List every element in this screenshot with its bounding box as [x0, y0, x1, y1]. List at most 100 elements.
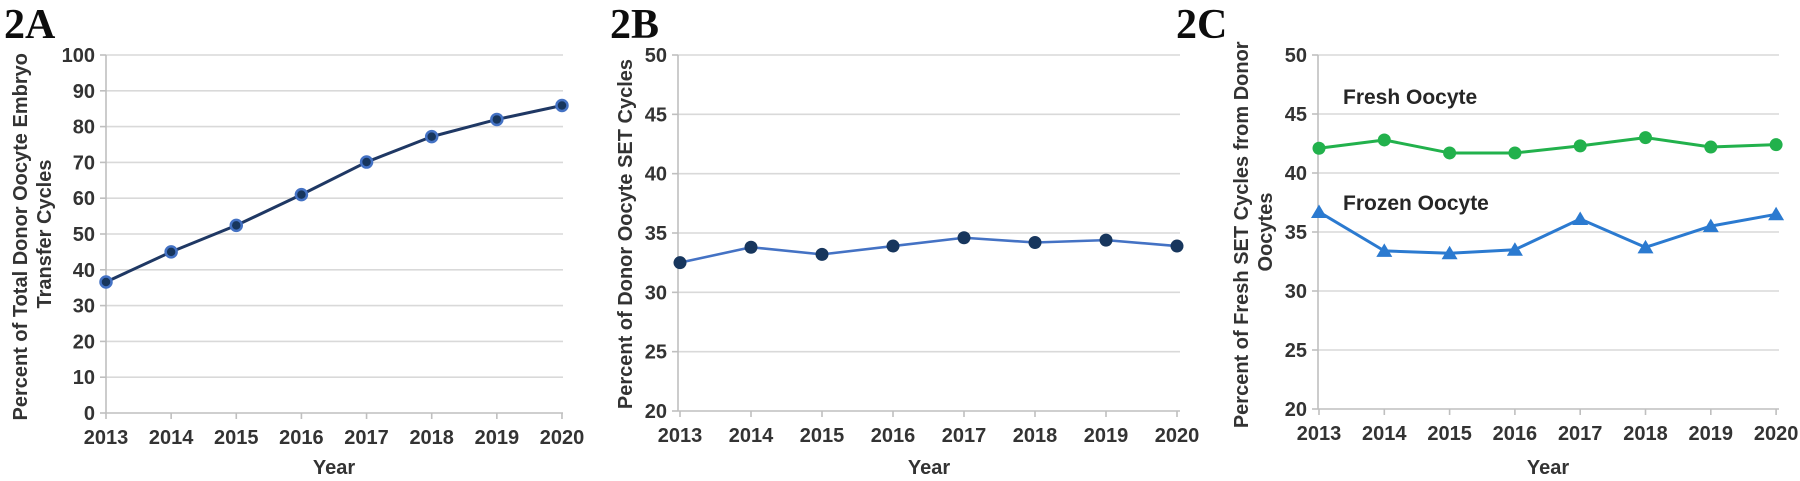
- y-axis-title-2c-line1: Percent of Fresh SET Cycles from Donor: [1231, 41, 1253, 428]
- x-axis-title-2c: Year: [1527, 457, 1569, 479]
- data-point-frozen-oocyte-2018: [1637, 239, 1654, 254]
- data-point-fresh-oocyte-2020: [1769, 138, 1783, 152]
- x-tick-label: 2017: [942, 425, 987, 447]
- x-tick-label: 2020: [1754, 423, 1799, 445]
- y-tick-label: 25: [1285, 340, 1307, 362]
- y-tick-label: 20: [645, 401, 667, 423]
- data-point-frozen-oocyte-2019: [1702, 218, 1719, 233]
- data-point-frozen-oocyte-2020: [1768, 206, 1785, 221]
- data-point-fresh-oocyte-2013: [1312, 141, 1326, 155]
- x-tick-label: 2014: [1362, 423, 1407, 445]
- series-line-percent-of-total-donor-oocyte-embryo-transfer-cycles: [104, 103, 564, 284]
- y-tick-label: 40: [73, 260, 95, 282]
- panel-2a-plot: 0 10 20 30 40 50 60 70 80 90 100 2013 2014 2015 2016 20…: [62, 45, 585, 449]
- data-point-percent-of-total-donor-oocyte-embryo-transfer-cycles-2020: [555, 98, 569, 113]
- y-tick-label: 50: [645, 45, 667, 67]
- data-point-percent-of-donor-oocyte-set-cycles-2019: [1099, 233, 1113, 247]
- data-point-percent-of-total-donor-oocyte-embryo-transfer-cycles-2015: [229, 218, 244, 233]
- y-tick-label: 70: [73, 152, 95, 174]
- x-tick-label: 2015: [800, 425, 845, 447]
- series-line-fresh-oocyte: [1317, 136, 1778, 155]
- panel-2b-plot: 20 25 30 35 40 45 50 2013 2014 2015 2016 2017 2018 20…: [645, 45, 1200, 447]
- y-tick-label: 0: [84, 403, 95, 425]
- data-point-percent-of-total-donor-oocyte-embryo-transfer-cycles-2019: [490, 112, 504, 127]
- data-point-percent-of-donor-oocyte-set-cycles-2017: [957, 231, 971, 245]
- data-point-frozen-oocyte-2015: [1441, 245, 1458, 260]
- y-tick-label: 25: [645, 342, 667, 364]
- x-tick-label: 2013: [84, 427, 129, 449]
- data-point-frozen-oocyte-2017: [1572, 211, 1589, 226]
- series-label-fresh-oocyte: Fresh Oocyte: [1343, 86, 1477, 109]
- y-tick-label: 50: [73, 224, 95, 246]
- data-point-fresh-oocyte-2018: [1639, 131, 1652, 145]
- y-tick-label: 30: [73, 296, 95, 318]
- x-axis-title-2b: Year: [908, 457, 950, 479]
- data-point-frozen-oocyte-2014: [1376, 243, 1393, 257]
- data-point-percent-of-donor-oocyte-set-cycles-2014: [744, 240, 758, 254]
- data-point-fresh-oocyte-2016: [1508, 146, 1522, 160]
- data-point-percent-of-total-donor-oocyte-embryo-transfer-cycles-2014: [164, 245, 178, 259]
- y-axis-title-2a-line2: Transfer Cycles: [34, 160, 56, 309]
- x-tick-label: 2015: [1427, 423, 1472, 445]
- series-line-frozen-oocyte: [1317, 210, 1778, 255]
- data-point-percent-of-donor-oocyte-set-cycles-2013: [673, 256, 687, 270]
- y-tick-label: 40: [1285, 163, 1307, 185]
- y-axis-title-2c: Percent of Fresh SET Cycles from Donor O…: [1231, 36, 1277, 428]
- data-point-percent-of-total-donor-oocyte-embryo-transfer-cycles-2016: [294, 187, 309, 202]
- data-point-percent-of-donor-oocyte-set-cycles-2015: [815, 247, 829, 261]
- data-point-fresh-oocyte-2015: [1443, 146, 1457, 160]
- x-tick-label: 2014: [729, 425, 774, 447]
- y-axis-title-2b: Percent of Donor Oocyte SET Cycles: [615, 59, 637, 409]
- x-tick-label: 2016: [1493, 423, 1538, 445]
- data-point-percent-of-total-donor-oocyte-embryo-transfer-cycles-2017: [359, 155, 374, 169]
- y-tick-label: 40: [645, 164, 667, 186]
- x-tick-label: 2018: [409, 427, 454, 449]
- x-tick-label: 2013: [1297, 423, 1342, 445]
- x-tick-label: 2018: [1013, 425, 1058, 447]
- x-tick-label: 2017: [1558, 423, 1603, 445]
- y-axis-title-2a-line1: Percent of Total Donor Oocyte Embryo: [10, 53, 32, 420]
- panel-label-2c: 2C: [1176, 2, 1227, 48]
- x-tick-label: 2016: [279, 427, 324, 449]
- y-tick-label: 60: [73, 188, 95, 210]
- x-tick-label: 2018: [1623, 423, 1668, 445]
- x-tick-label: 2019: [1084, 425, 1129, 447]
- y-tick-label: 45: [645, 104, 667, 126]
- y-tick-label: 20: [73, 331, 95, 353]
- series-label-frozen-oocyte: Frozen Oocyte: [1343, 192, 1489, 215]
- data-point-frozen-oocyte-2013: [1311, 204, 1327, 218]
- data-point-percent-of-donor-oocyte-set-cycles-2020: [1170, 239, 1184, 253]
- y-tick-label: 50: [1285, 45, 1307, 67]
- panel-label-2b: 2B: [610, 2, 659, 48]
- data-point-percent-of-donor-oocyte-set-cycles-2018: [1028, 235, 1042, 249]
- y-tick-label: 90: [73, 81, 95, 103]
- panel-2c-plot: 20 25 30 35 40 45 50 2013 2014 2015 2016 2017 2018 20…: [1285, 45, 1799, 445]
- data-point-fresh-oocyte-2017: [1573, 139, 1587, 153]
- panel-label-2a: 2A: [4, 2, 56, 48]
- y-tick-label: 30: [1285, 281, 1307, 303]
- y-tick-label: 100: [62, 45, 95, 67]
- data-point-fresh-oocyte-2014: [1377, 133, 1391, 147]
- x-tick-label: 2020: [1155, 425, 1200, 447]
- x-axis-title-2a: Year: [313, 457, 355, 479]
- data-point-percent-of-total-donor-oocyte-embryo-transfer-cycles-2013: [99, 275, 113, 289]
- y-axis-title-2a: Percent of Total Donor Oocyte Embryo Tra…: [10, 47, 56, 420]
- data-point-percent-of-donor-oocyte-set-cycles-2016: [886, 239, 900, 253]
- y-axis-title-2c-line2: Oocytes: [1255, 193, 1277, 272]
- y-tick-label: 30: [645, 282, 667, 304]
- x-tick-label: 2016: [871, 425, 916, 447]
- y-tick-label: 20: [1285, 399, 1307, 421]
- y-tick-label: 35: [1285, 222, 1307, 244]
- y-tick-label: 45: [1285, 104, 1307, 126]
- data-point-percent-of-total-donor-oocyte-embryo-transfer-cycles-2018: [424, 129, 439, 144]
- y-axis-title-2b-line1: Percent of Donor Oocyte SET Cycles: [615, 59, 637, 409]
- data-point-frozen-oocyte-2016: [1506, 242, 1523, 256]
- x-tick-label: 2013: [658, 425, 703, 447]
- x-tick-label: 2019: [1689, 423, 1734, 445]
- data-point-fresh-oocyte-2019: [1704, 140, 1718, 154]
- x-tick-label: 2019: [475, 427, 520, 449]
- x-tick-label: 2015: [214, 427, 259, 449]
